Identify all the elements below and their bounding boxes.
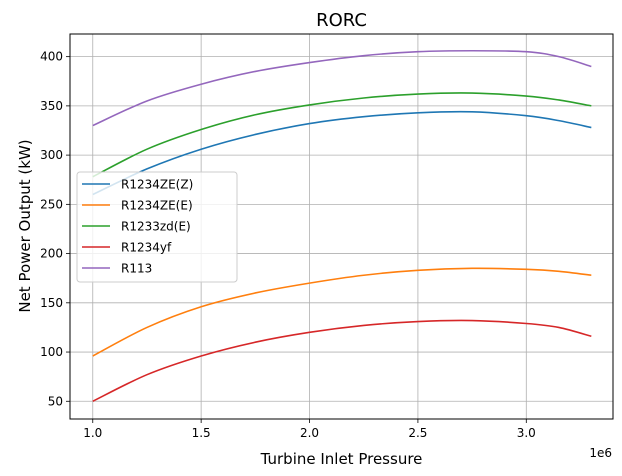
x-tick-label: 3.0: [517, 426, 536, 440]
legend-box: [76, 171, 238, 283]
legend-label: R1234yf: [121, 241, 172, 255]
x-tick-label: 2.5: [408, 426, 427, 440]
legend-label: R1234ZE(E): [121, 199, 193, 213]
plot-frame: [69, 33, 614, 420]
legend-label: R113: [121, 262, 152, 276]
y-tick-label: 300: [40, 148, 63, 162]
y-tick-label: 100: [40, 345, 63, 359]
series-line-r1234yf: [92, 319, 592, 402]
axis-ticks: 1.0 1.5 2.0 2.5 3.0 50 100 150 200 250 300 350 400: [40, 50, 536, 440]
series-line-r1233zd-e-: [92, 92, 592, 178]
series-line-r1234ze-z-: [92, 110, 592, 196]
x-axis-label: Turbine Inlet Pressure: [260, 450, 423, 468]
y-tick-label: 50: [48, 394, 63, 408]
y-tick-label: 350: [40, 99, 63, 113]
x-axis-offset-label: 1e6: [589, 446, 612, 460]
x-tick-label: 2.0: [300, 426, 319, 440]
y-axis-label: Net Power Output (kW): [16, 139, 34, 312]
series-line-r113: [92, 49, 592, 127]
series-lines: [92, 49, 592, 402]
series-line-r1234ze-e-: [92, 267, 592, 357]
chart-title: RORC: [316, 10, 367, 31]
y-tick-label: 200: [40, 247, 63, 261]
y-tick-label: 250: [40, 197, 63, 211]
legend: R1234ZE(Z) R1234ZE(E) R1233zd(E) R1234yf R11…: [76, 171, 238, 283]
x-tick-label: 1.5: [192, 426, 211, 440]
y-tick-label: 150: [40, 296, 63, 310]
x-tick-label: 1.0: [83, 426, 102, 440]
legend-label: R1233zd(E): [121, 220, 191, 234]
legend-label: R1234ZE(Z): [121, 178, 193, 192]
y-tick-label: 400: [40, 50, 63, 64]
